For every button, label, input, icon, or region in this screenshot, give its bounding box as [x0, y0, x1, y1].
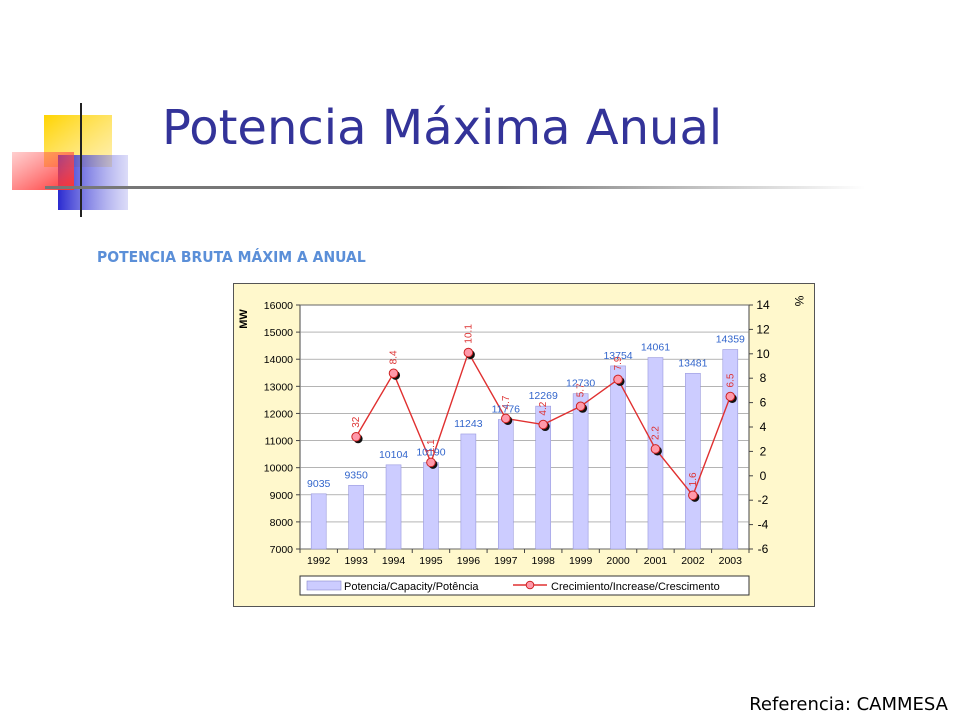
growth-data-label: 1.6: [688, 472, 699, 486]
slide-title: Potencia Máxima Anual: [162, 100, 723, 156]
x-tick-label: 1995: [419, 555, 443, 567]
bar-data-label: 11776: [492, 404, 521, 416]
growth-data-label: 2.2: [650, 426, 661, 440]
bar: [610, 365, 626, 550]
bar: [572, 393, 589, 550]
bar-data-label: 11243: [454, 418, 483, 430]
bar-data-label: 9350: [344, 469, 368, 481]
bar: [385, 464, 402, 550]
right-tick-label: 6: [760, 396, 767, 410]
left-tick-label: 7000: [270, 544, 294, 556]
growth-data-label: 10.1: [463, 324, 474, 344]
growth-marker: [500, 413, 511, 424]
growth-marker: [538, 419, 549, 430]
bar: [348, 484, 364, 550]
left-tick-label: 14000: [264, 354, 293, 366]
right-tick-label: 8: [760, 371, 767, 385]
right-tick-label: 0: [760, 469, 767, 483]
growth-marker: [650, 444, 661, 454]
x-tick-label: 2002: [681, 555, 705, 567]
bar: [685, 372, 701, 550]
growth-data-label: 6.5: [725, 373, 736, 387]
growth-marker: [688, 490, 698, 501]
left-tick-label: 10000: [264, 463, 293, 475]
bar: [423, 462, 439, 550]
deco-red-square: [12, 152, 74, 190]
left-tick-label: 16000: [264, 300, 293, 312]
chart: 7000 8000 9000 10000 11000 12000 13000 14000 150…: [233, 283, 815, 607]
growth-marker: [388, 368, 399, 379]
bar: [535, 405, 552, 550]
bar-data-label: 13481: [678, 357, 707, 369]
x-tick-label: 2000: [606, 555, 630, 567]
growth-data-label: 7.9: [613, 356, 624, 370]
chart-heading: POTENCIA BRUTA MÁXIM A ANUAL: [97, 248, 366, 266]
bar-data-label: 14061: [641, 342, 670, 354]
left-tick-label: 15000: [264, 327, 293, 339]
growth-marker: [575, 401, 586, 412]
right-tick-label: 4: [760, 420, 767, 434]
legend-swatch-bar: [306, 580, 342, 591]
x-tick-label: 1993: [344, 555, 368, 567]
bar-data-label: 10190: [416, 447, 445, 459]
bar: [497, 419, 514, 550]
x-tick-label: 2003: [719, 555, 743, 567]
title-underline: [45, 186, 865, 189]
legend-label-line: Crecimiento/Increase/Crescimento: [551, 581, 720, 593]
right-tick-label: -2: [758, 493, 769, 507]
growth-marker: [613, 374, 623, 385]
x-tick-label: 1997: [494, 555, 518, 567]
x-tick-label: 1999: [569, 555, 593, 567]
growth-data-label: 32: [351, 416, 362, 428]
right-tick-label: -4: [758, 518, 769, 532]
x-tick-label: 1996: [457, 555, 481, 567]
growth-data-label: 4.2: [538, 401, 549, 415]
legend-label-bar: Potencia/Capacity/Potência: [344, 581, 479, 593]
decorative-squares: [12, 103, 138, 217]
growth-data-label: 8.4: [389, 350, 400, 364]
x-tick-label: 1992: [307, 555, 331, 567]
right-tick-label: 10: [756, 347, 770, 361]
legend-swatch-marker: [525, 580, 535, 590]
x-tick-label: 1998: [532, 555, 556, 567]
growth-marker: [426, 457, 436, 468]
bar-data-label: 9035: [307, 478, 331, 490]
bar: [310, 493, 327, 550]
x-tick-label: 1994: [382, 555, 406, 567]
bar-data-label: 12730: [566, 378, 595, 390]
left-axis-label: MW: [238, 309, 250, 329]
left-tick-label: 9000: [270, 490, 294, 502]
right-tick-label: 2: [760, 444, 767, 458]
left-tick-label: 11000: [265, 436, 294, 448]
growth-data-label: 5.7: [576, 383, 587, 397]
right-tick-label: -6: [758, 542, 769, 556]
growth-marker: [351, 431, 361, 442]
bar-data-label: 10104: [379, 449, 408, 461]
right-tick-label: 14: [756, 298, 770, 312]
bar: [460, 433, 477, 550]
bar-data-label: 14359: [716, 333, 745, 345]
bar-data-label: 13754: [603, 350, 632, 362]
growth-data-label: 4.7: [501, 395, 512, 409]
chart-legend: Potencia/Capacity/Potência Crecimiento/I…: [299, 575, 750, 596]
right-tick-label: 12: [756, 322, 770, 336]
growth-marker: [463, 347, 474, 358]
x-tick-label: 2001: [644, 555, 668, 567]
bar-data-label: 12269: [529, 390, 558, 402]
left-tick-label: 8000: [270, 517, 294, 529]
growth-data-label: 1.1: [426, 439, 437, 453]
reference-note: Referencia: CAMMESA: [749, 694, 948, 715]
left-tick-label: 13000: [264, 381, 293, 393]
left-tick-label: 12000: [264, 408, 293, 420]
right-axis-label: %: [792, 296, 806, 307]
growth-marker: [725, 391, 736, 402]
plot-area: [299, 304, 750, 550]
